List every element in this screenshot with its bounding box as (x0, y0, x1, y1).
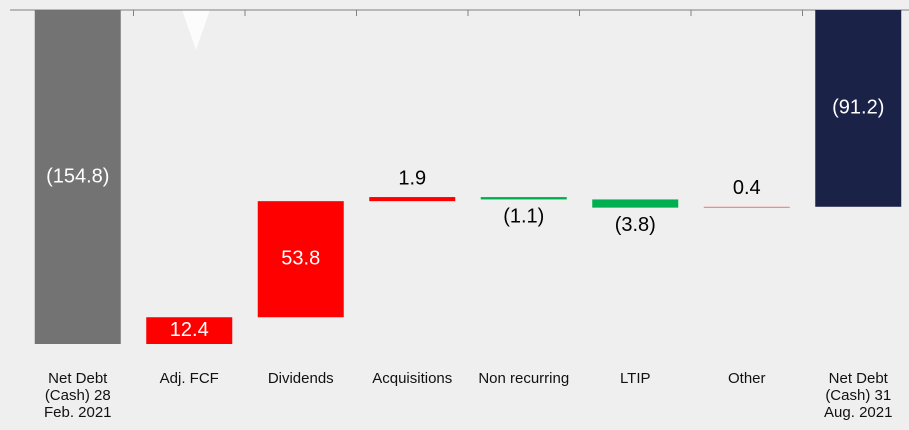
x-tick-label: Acquisitions (372, 370, 453, 387)
bar (815, 10, 902, 207)
x-tick-label: Adj. FCF (159, 370, 219, 387)
x-tick-label: LTIP (619, 370, 651, 387)
x-tick-label: Net Debt (Cash) 31 Aug. 2021 (824, 370, 893, 421)
decoration (182, 10, 210, 50)
x-tick-label: Net Debt (Cash) 28 Feb. 2021 (43, 370, 112, 421)
value-label: (154.8) (46, 165, 109, 187)
value-label: (91.2) (832, 97, 884, 119)
x-tick-label: Other (727, 370, 766, 387)
value-label: (1.1) (503, 206, 544, 228)
bar (34, 10, 121, 344)
bar (146, 317, 233, 344)
value-label: 1.9 (398, 167, 426, 189)
x-tick-label: Non recurring (478, 370, 570, 387)
bar (480, 197, 567, 200)
value-label: (3.8) (615, 214, 656, 236)
x-tick-label: Dividends (267, 370, 334, 387)
value-label: 53.8 (281, 247, 320, 269)
value-label: 12.4 (170, 319, 209, 341)
bar (703, 206, 790, 208)
bar (592, 199, 679, 208)
bar (257, 201, 344, 318)
bar (369, 197, 456, 202)
value-label: 0.4 (733, 177, 761, 199)
